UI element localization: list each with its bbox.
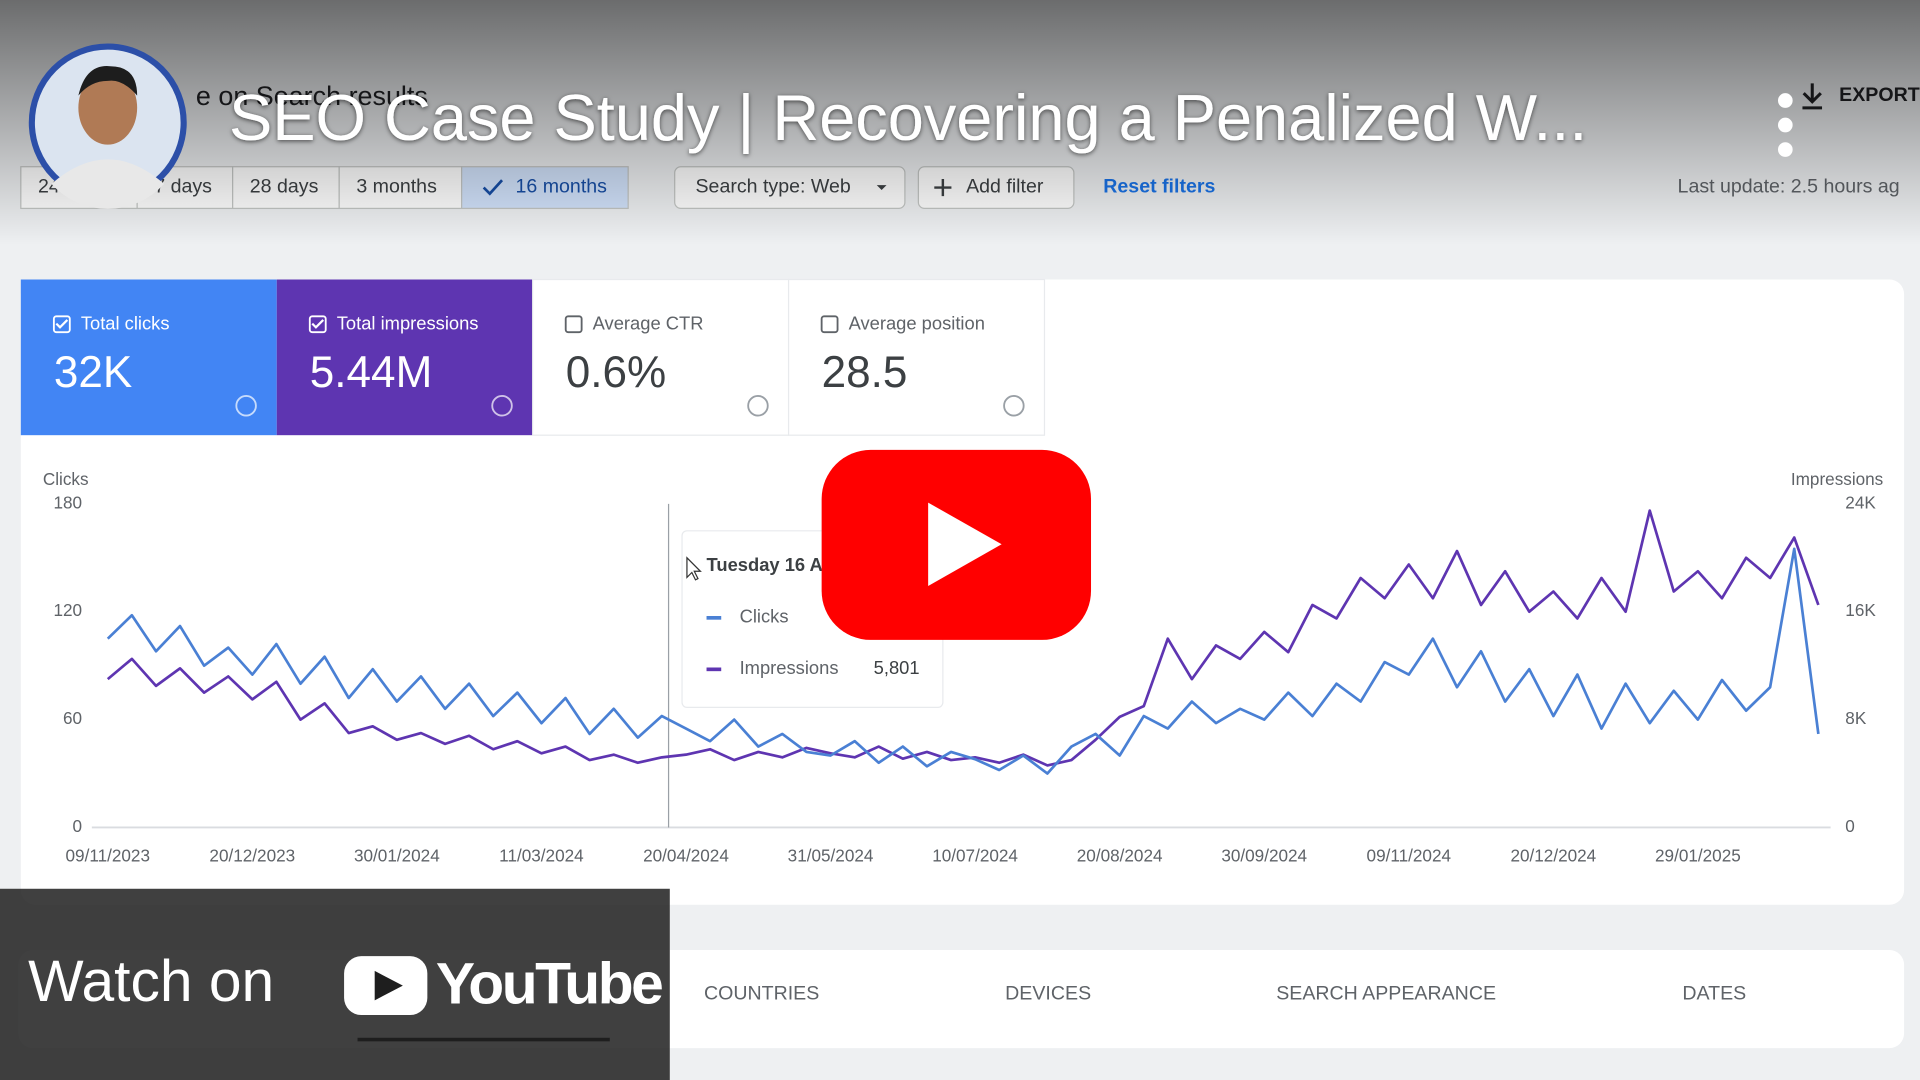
x-tick-label: 20/04/2024	[643, 845, 729, 865]
watch-on-text: Watch on	[28, 949, 274, 1014]
x-tick-label: 20/12/2023	[209, 845, 295, 865]
metric-value: 5.44M	[310, 348, 432, 397]
tab[interactable]: DATES	[1682, 982, 1746, 1004]
metric-card[interactable]	[276, 279, 533, 436]
metric-check	[311, 319, 325, 329]
y2-axis-title: Impressions	[1791, 469, 1883, 489]
title-gradient	[0, 0, 1920, 246]
x-tick-label: 11/03/2024	[499, 845, 584, 865]
y-tick-label: 60	[63, 708, 82, 728]
metric-label: Average CTR	[593, 313, 704, 334]
metric-card[interactable]	[20, 279, 277, 436]
x-tick-label: 31/05/2024	[788, 845, 874, 865]
x-tick-label: 29/01/2025	[1655, 845, 1741, 865]
youtube-logo-play	[374, 970, 403, 1001]
x-tick-label: 10/07/2024	[932, 845, 1018, 865]
help-icon	[491, 395, 513, 417]
metric-checkbox	[308, 315, 327, 334]
tab[interactable]: SEARCH APPEARANCE	[1276, 982, 1496, 1004]
metric-checkbox	[52, 315, 71, 334]
x-tick-label: 30/01/2024	[354, 845, 440, 865]
metric-label: Average position	[849, 313, 985, 334]
metric-value: 32K	[54, 348, 132, 397]
y2-tick-label: 16K	[1845, 600, 1876, 620]
menu-dot[interactable]	[1777, 93, 1793, 108]
metric-card[interactable]	[532, 278, 790, 436]
cursor	[686, 556, 702, 581]
overlay: SEO Case Study | Recovering a Penalized …	[0, 43, 1793, 1080]
x-tick-label: 30/09/2024	[1221, 845, 1307, 865]
youtube-wordmark: YouTube	[436, 952, 662, 1017]
metric-value: 0.6%	[566, 348, 666, 397]
tab[interactable]: DEVICES	[1005, 982, 1091, 1004]
watch-on-youtube[interactable]	[0, 888, 670, 1080]
y2-tick-label: 8K	[1845, 708, 1867, 728]
y-tick-label: 120	[53, 600, 82, 620]
menu-dot[interactable]	[1777, 142, 1793, 157]
line-series	[106, 547, 1820, 775]
help-icon	[235, 395, 257, 417]
avatar-shirt	[51, 159, 165, 209]
y-axis-title: Clicks	[43, 469, 89, 489]
help-icon	[1003, 395, 1025, 417]
y-tick-label: 0	[72, 816, 82, 836]
tooltip-value: 5,801	[874, 657, 920, 678]
y-tick-label: 180	[53, 492, 82, 512]
x-tick-label: 20/08/2024	[1077, 845, 1163, 865]
metric-card[interactable]	[787, 278, 1046, 436]
y2-tick-label: 0	[1845, 816, 1855, 836]
metric-label: Total impressions	[337, 313, 479, 334]
tooltip-series-name: Impressions	[740, 657, 839, 678]
tab[interactable]: COUNTRIES	[704, 982, 819, 1004]
x-tick-label: 09/11/2023	[66, 845, 150, 865]
x-tick-label: 20/12/2024	[1510, 845, 1596, 865]
avatar-face	[78, 71, 138, 145]
menu-dot[interactable]	[1777, 117, 1793, 133]
metric-checkbox	[820, 315, 839, 334]
y2-tick-label: 24K	[1845, 492, 1876, 512]
metric-checkbox	[564, 315, 583, 334]
metric-label: Total clicks	[81, 313, 170, 334]
metric-value: 28.5	[822, 348, 908, 397]
play-icon	[928, 502, 1002, 586]
line-series	[106, 509, 1820, 767]
help-icon	[747, 395, 769, 417]
x-tick-label: 09/11/2024	[1367, 845, 1452, 865]
avatar-hair	[78, 66, 138, 96]
metric-check	[55, 319, 69, 329]
tooltip-series-name: Clicks	[740, 606, 789, 627]
tooltip-date: Tuesday 16 A	[707, 554, 823, 575]
video-title[interactable]: SEO Case Study | Recovering a Penalized …	[229, 81, 1587, 154]
